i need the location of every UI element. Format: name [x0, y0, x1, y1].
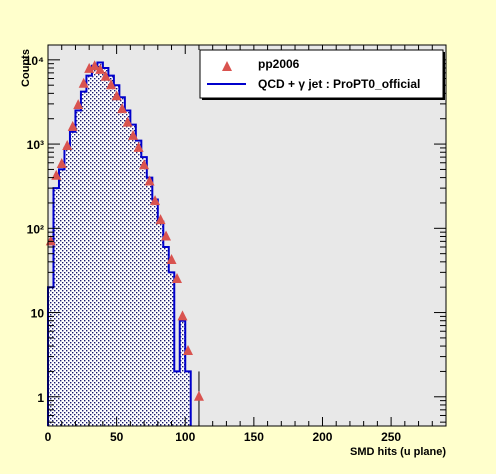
legend-triangle-icon — [222, 61, 232, 71]
data-point — [67, 120, 78, 131]
legend-box — [199, 49, 444, 99]
data-point — [56, 158, 67, 169]
data-point — [62, 139, 73, 150]
data-point — [133, 141, 144, 152]
data-point — [95, 63, 106, 74]
y-tick-label: 10⁴ — [25, 54, 44, 68]
data-point — [193, 390, 204, 401]
data-point — [177, 310, 188, 321]
data-point — [182, 344, 193, 355]
x-tick-label: 200 — [312, 430, 332, 444]
data-point — [84, 62, 95, 73]
mc-histogram — [47, 61, 192, 427]
data-point — [128, 129, 139, 140]
data-point — [155, 214, 166, 225]
x-tick-label: 150 — [244, 430, 264, 444]
data-point — [89, 60, 100, 71]
data-point — [161, 230, 172, 241]
y-axis-label: Counts — [20, 49, 32, 87]
data-point — [144, 175, 155, 186]
data-point — [78, 77, 89, 88]
x-tick-label: 50 — [110, 430, 124, 444]
data-point — [150, 195, 161, 206]
axes: 0 50 100 150 200 250 1 10 10² 10³ 10⁴ — [25, 45, 447, 444]
data-point — [106, 79, 117, 90]
legend-shadow — [443, 52, 445, 100]
legend-shadow-bottom — [202, 98, 445, 100]
y-tick-label: 10³ — [27, 138, 44, 152]
data-point — [73, 99, 84, 110]
data-point — [172, 273, 183, 284]
data-point — [100, 70, 111, 81]
x-axis-label: SMD hits (u plane) — [350, 446, 446, 458]
x-tick-label: 250 — [381, 430, 401, 444]
data-point — [111, 90, 122, 101]
histogram-outline — [47, 61, 192, 426]
legend: pp2006 QCD + γ jet : ProPT0_official — [199, 49, 445, 100]
data-point — [166, 254, 177, 265]
data-point — [122, 116, 133, 127]
histogram-fill — [48, 62, 191, 427]
data-point — [139, 159, 150, 170]
legend-label-mc: QCD + γ jet : ProPT0_official — [258, 77, 420, 91]
x-tick-label: 100 — [175, 430, 195, 444]
x-tick-label: 0 — [45, 430, 52, 444]
data-markers — [45, 60, 204, 426]
y-tick-label: 10² — [27, 222, 44, 236]
y-tick-label: 10 — [31, 307, 45, 321]
data-point — [117, 103, 128, 114]
legend-label-data: pp2006 — [258, 57, 300, 71]
y-tick-label: 1 — [37, 391, 44, 405]
